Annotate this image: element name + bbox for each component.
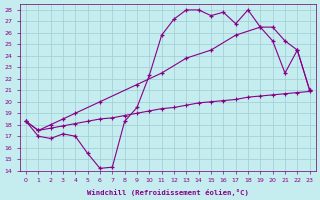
X-axis label: Windchill (Refroidissement éolien,°C): Windchill (Refroidissement éolien,°C): [87, 189, 249, 196]
